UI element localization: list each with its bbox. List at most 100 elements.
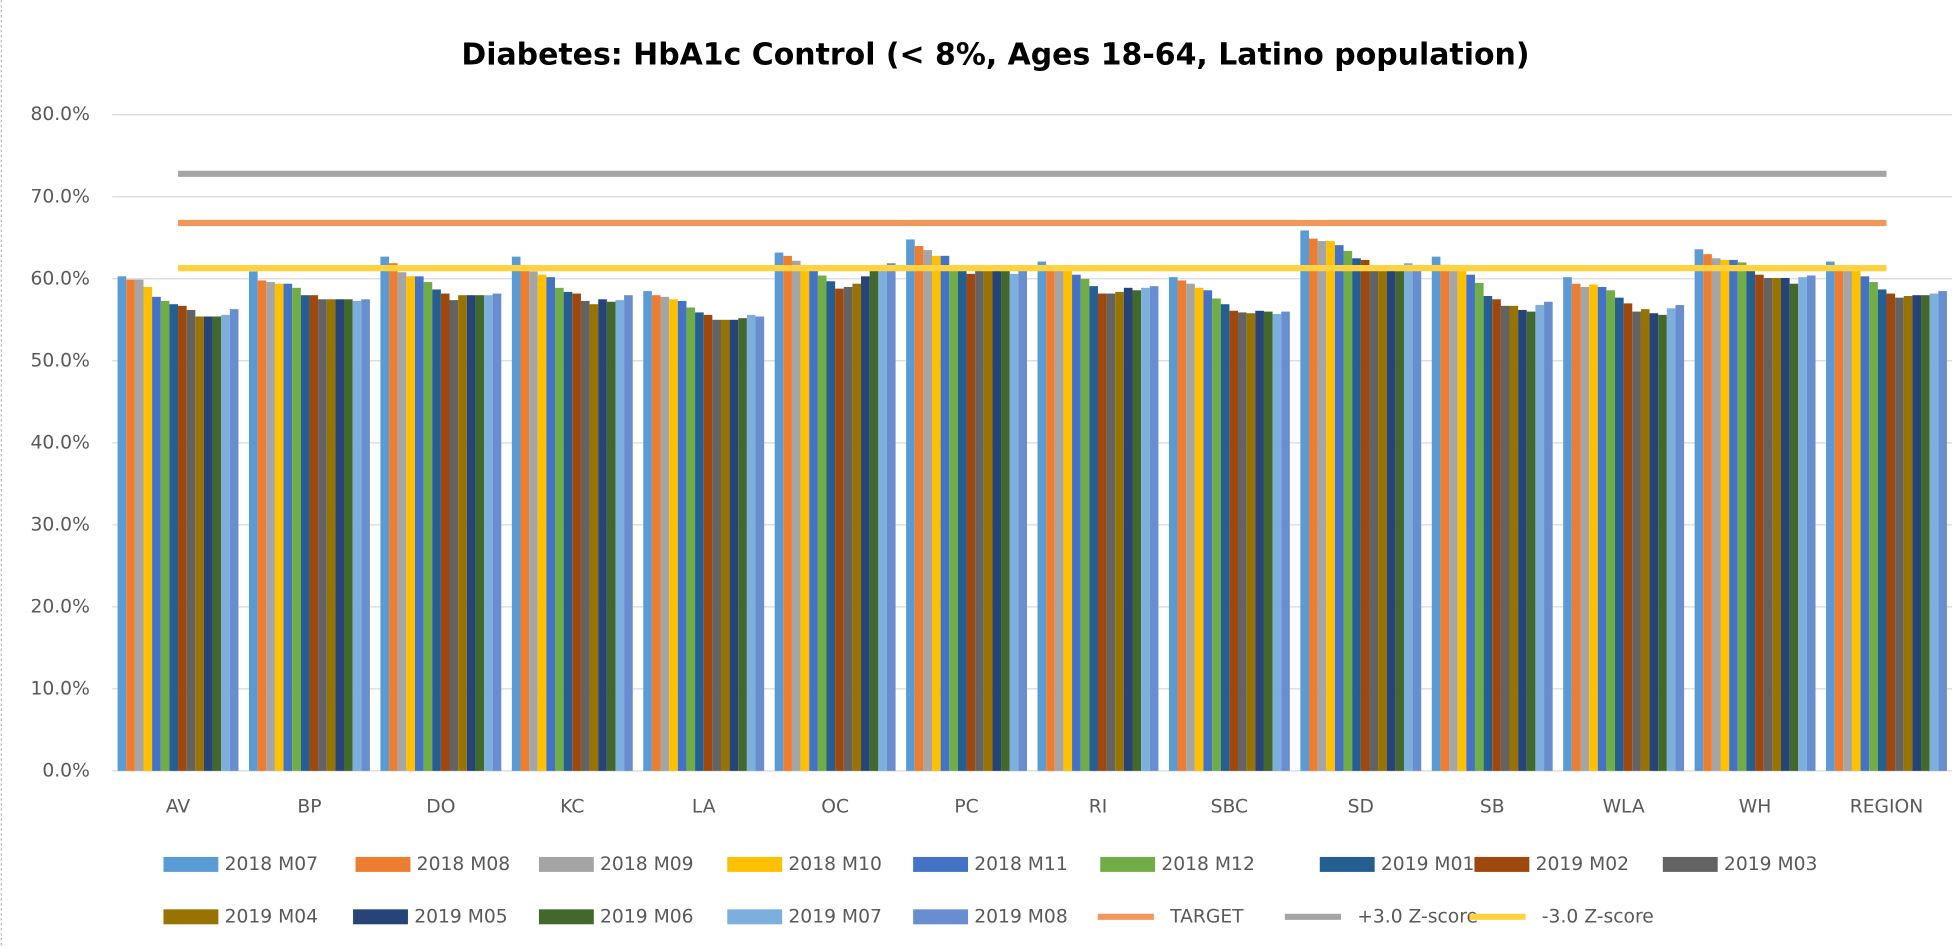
bar [1483,296,1493,771]
bar [1089,286,1098,771]
bar [466,295,476,771]
bar [520,270,530,771]
bar [817,275,827,771]
bar [1440,264,1450,771]
bar [1806,275,1816,771]
y-tick-label: 50.0% [30,350,89,371]
bar [1834,266,1844,771]
y-tick-label: 40.0% [30,432,89,453]
legend-swatch [913,909,969,925]
bar [720,319,730,771]
legend-label: 2018 M08 [417,854,510,875]
bar [1755,274,1764,771]
bar [1666,308,1676,771]
bar [1177,280,1187,771]
bar [940,255,950,771]
bar [791,260,801,771]
bar [1123,287,1133,771]
x-tick-label: PC [954,797,978,818]
bar [1597,286,1607,771]
bar [1018,270,1028,771]
bar [1300,230,1309,771]
bar [1220,304,1230,771]
bar [861,276,870,771]
bar [835,288,844,771]
bar [783,255,792,771]
bar [143,286,153,771]
legend-label: 2019 M08 [974,906,1067,927]
bar [397,272,407,771]
bar [1694,249,1704,771]
bar [703,314,713,771]
legend-swatch [538,909,594,925]
bar [975,270,984,771]
bar [615,300,625,771]
bar [695,312,704,771]
bar [1711,258,1721,771]
bar [1001,270,1010,771]
bar [1212,298,1221,771]
x-tick-label: DO [426,797,455,818]
bar [529,271,538,771]
legend-swatch [353,909,408,925]
bar [643,291,652,771]
bar [660,296,670,771]
bar [1063,270,1073,771]
bar [1589,284,1598,771]
bar [169,304,179,771]
legend-label: 2018 M07 [225,854,318,875]
bar [712,319,721,771]
bar [809,270,818,771]
y-tick-label: 70.0% [30,186,89,207]
bar [1281,311,1290,771]
bar [669,299,678,771]
y-tick-label: 30.0% [30,514,89,535]
bar [1343,250,1353,771]
bar [203,316,213,771]
x-tick-label: OC [821,797,849,818]
bar [1921,295,1930,771]
x-tick-label: SB [1480,797,1505,818]
bar [195,316,204,771]
x-tick-label: KC [560,797,584,818]
bar [1115,291,1124,771]
bar [326,299,336,771]
bar [746,314,756,771]
bar [843,286,853,771]
bar [1780,277,1790,771]
bar [886,263,896,771]
legend-label: 2019 M02 [1536,854,1629,875]
bar [589,304,599,771]
bar [1886,293,1896,771]
bar [1571,283,1581,771]
bar [318,299,327,771]
bar [484,295,493,771]
bar [1580,286,1590,771]
legend-label: 2019 M01 [1381,854,1474,875]
bar [1500,305,1510,771]
bar [1675,305,1685,771]
bar [572,293,581,771]
bar [598,299,607,771]
bar [957,270,967,771]
bar [1535,305,1545,771]
bar [1326,241,1335,771]
bar [729,319,739,771]
bar [1378,270,1387,771]
bar [651,295,661,771]
bar [580,300,590,771]
bar [1509,305,1519,771]
bar [1009,273,1019,771]
bar [852,283,862,771]
legend-label: 2018 M10 [788,854,881,875]
bar [826,281,836,771]
bar [380,256,390,771]
bar [906,239,915,771]
bar [352,300,362,771]
legend-label: 2018 M09 [600,854,693,875]
bar [292,287,301,771]
y-tick-label: 80.0% [30,104,89,125]
bar [1054,270,1064,771]
